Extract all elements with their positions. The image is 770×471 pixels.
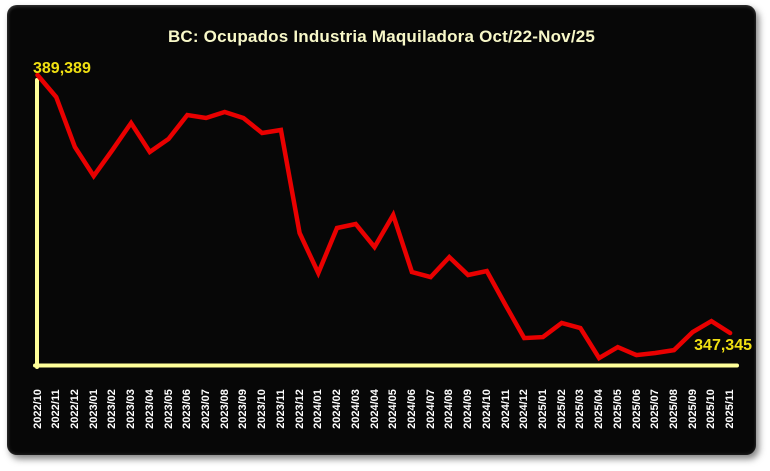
start-value-label: 389,389 <box>33 60 91 77</box>
chart-title: BC: Ocupados Industria Maquiladora Oct/2… <box>167 27 596 46</box>
chart-panel: BC: Ocupados Industria Maquiladora Oct/2… <box>7 5 756 455</box>
end-value-label: 347,345 <box>694 337 752 354</box>
